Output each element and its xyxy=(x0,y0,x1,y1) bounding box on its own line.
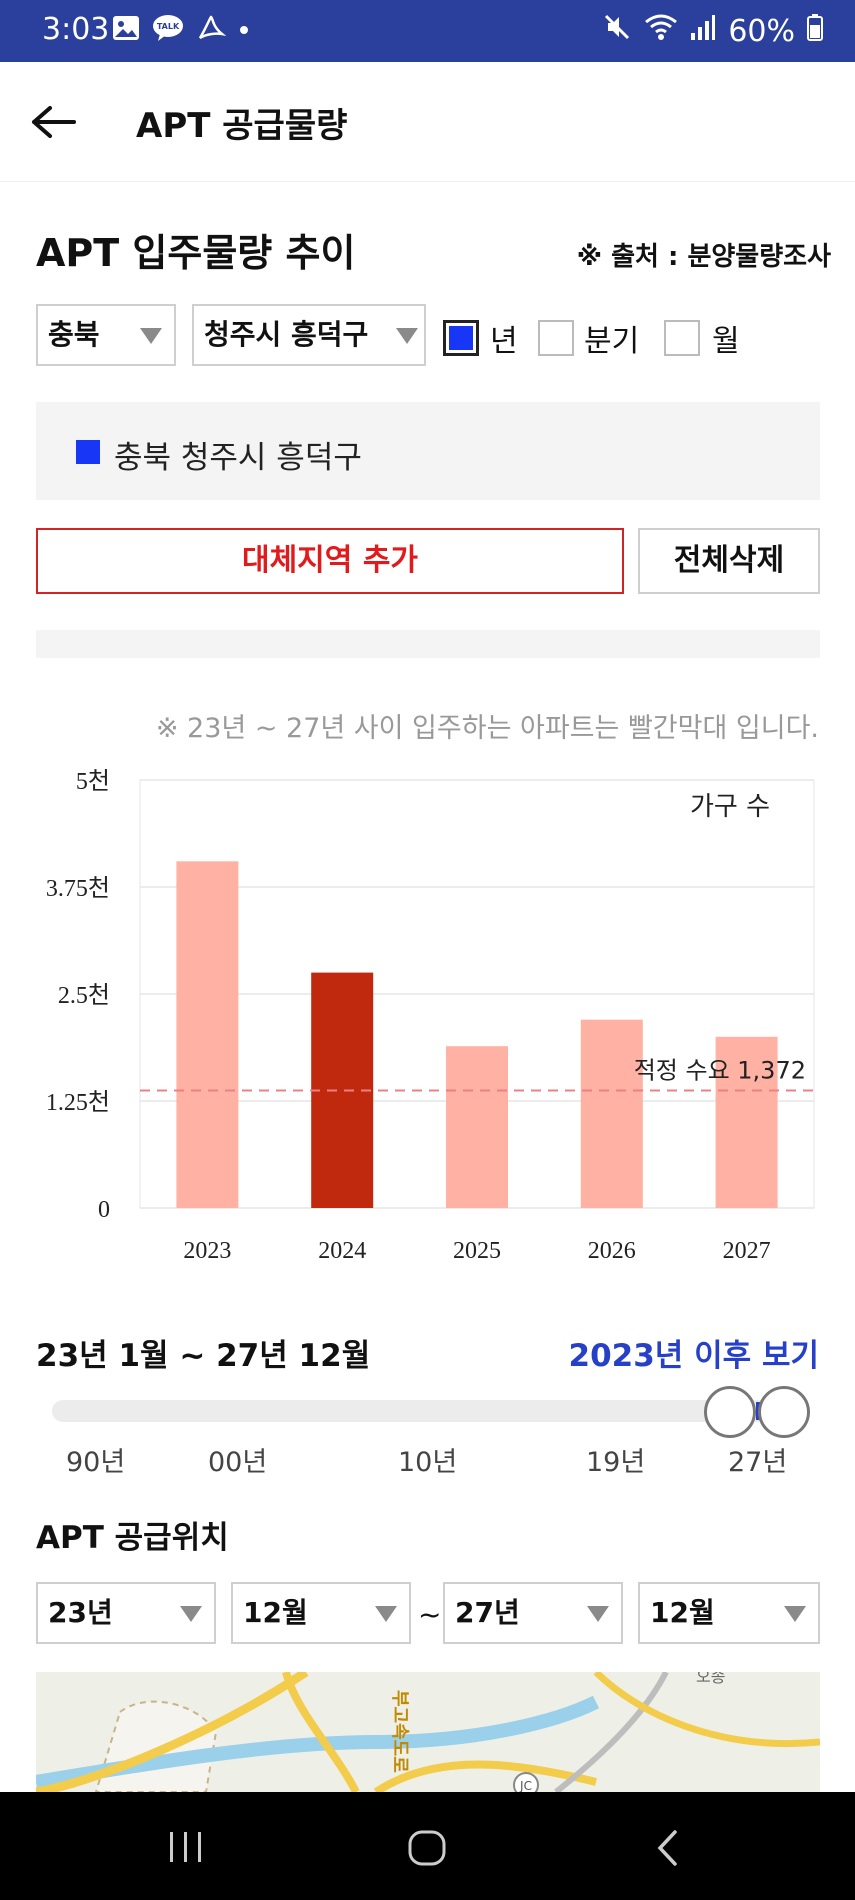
acrobat-icon xyxy=(196,14,227,46)
mute-icon xyxy=(602,12,632,50)
to-month-select[interactable]: 12월 xyxy=(638,1582,820,1644)
battery-percent: 60% xyxy=(728,13,795,49)
bar-2026[interactable] xyxy=(580,1019,643,1208)
add-alternative-region-button[interactable]: 대체지역 추가 xyxy=(36,528,624,594)
selected-region-box: 충북 청주시 흥덕구 xyxy=(36,402,820,500)
from-year-value: 23년 xyxy=(48,1596,113,1629)
battery-icon xyxy=(807,13,823,49)
region-select[interactable]: 충북 xyxy=(36,304,176,366)
slider-tick-label: 00년 xyxy=(208,1447,268,1478)
junction-icon xyxy=(513,1772,539,1792)
arrow-left-icon xyxy=(32,106,76,138)
view-after-2023-link[interactable]: 2023년 이후 보기 xyxy=(568,1338,819,1374)
bar-2025[interactable] xyxy=(446,1046,508,1208)
app-header: APT 공급물량 xyxy=(0,62,855,182)
series-label: 가구 수 xyxy=(690,792,770,822)
slider-start-handle[interactable] xyxy=(704,1386,756,1438)
page-title: APT 공급물량 xyxy=(136,106,348,146)
from-year-select[interactable]: 23년 xyxy=(36,1582,216,1644)
x-tick-label: 2025 xyxy=(453,1238,501,1264)
district-select-value: 청주시 흥덕구 xyxy=(204,318,369,351)
to-year-select[interactable]: 27년 xyxy=(443,1582,623,1644)
map-place-label: 오송 xyxy=(696,1672,725,1686)
bar-2027[interactable] xyxy=(715,1036,778,1208)
svg-text:TALK: TALK xyxy=(157,22,180,31)
notification-icons: TALK xyxy=(112,14,250,46)
recent-apps-icon[interactable] xyxy=(170,1832,201,1862)
section-title: APT 입주물량 추이 xyxy=(36,231,356,275)
slider-tick-label: 90년 xyxy=(66,1447,126,1478)
chevron-down-icon xyxy=(396,328,418,344)
chevron-down-icon xyxy=(784,1606,806,1622)
y-tick-label: 1.25천 xyxy=(46,1089,110,1116)
period-year-checkbox[interactable] xyxy=(443,320,479,356)
y-tick-label: 0 xyxy=(98,1197,110,1223)
gallery-icon xyxy=(112,15,140,45)
slider-end-handle[interactable] xyxy=(758,1386,810,1438)
slider-tick-label: 10년 xyxy=(398,1447,458,1478)
reference-line-label: 적정 수요 1,372 xyxy=(634,1057,806,1085)
y-tick-label: 3.75천 xyxy=(46,875,110,902)
signal-icon xyxy=(690,13,716,49)
bar-2023[interactable] xyxy=(176,861,239,1208)
period-month-checkbox[interactable] xyxy=(664,320,700,356)
dot-icon xyxy=(238,21,250,40)
period-year-label: 년 xyxy=(490,324,518,359)
to-month-value: 12월 xyxy=(650,1596,715,1629)
chevron-down-icon xyxy=(587,1606,609,1622)
back-button[interactable] xyxy=(30,100,80,144)
slider-tick-label: 19년 xyxy=(586,1447,646,1478)
android-nav-bar xyxy=(0,1792,855,1900)
status-bar: 3:03 TALK 60% xyxy=(0,0,855,62)
range-title: 23년 1월 ~ 27년 12월 xyxy=(36,1338,371,1374)
divider-band xyxy=(36,630,820,658)
y-tick-label: 5천 xyxy=(76,768,110,795)
supply-chart: 0 1.25천 2.5천 3.75천 5천 2023 2024 2025 2026 2027 적… xyxy=(0,760,855,1280)
source-note: ※ 출처 : 분양물량조사 xyxy=(576,242,831,272)
map-road-label: 부고속도로 xyxy=(389,1690,410,1773)
district-select[interactable]: 청주시 흥덕구 xyxy=(192,304,426,366)
chevron-down-icon xyxy=(180,1606,202,1622)
region-select-value: 충북 xyxy=(48,318,100,351)
range-separator: ~ xyxy=(418,1598,442,1631)
period-month-label: 월 xyxy=(712,324,740,359)
period-quarter-checkbox[interactable] xyxy=(538,320,574,356)
map-graphic: 부고속도로 JC 오송 xyxy=(36,1672,820,1792)
region-color-swatch xyxy=(76,440,100,464)
chart-note: ※ 23년 ~ 27년 사이 입주하는 아파트는 빨간막대 입니다. xyxy=(155,713,819,744)
from-month-select[interactable]: 12월 xyxy=(231,1582,411,1644)
system-status: 60% xyxy=(602,12,823,50)
x-tick-label: 2026 xyxy=(588,1238,636,1264)
to-year-value: 27년 xyxy=(455,1596,520,1629)
home-icon[interactable] xyxy=(408,1830,446,1866)
junction-label: JC xyxy=(519,1779,532,1792)
period-quarter-label: 분기 xyxy=(584,324,640,359)
slider-tick-label: 27년 xyxy=(728,1447,788,1478)
y-tick-label: 2.5천 xyxy=(58,982,110,1009)
kakaotalk-icon: TALK xyxy=(152,14,184,46)
x-tick-label: 2023 xyxy=(183,1238,231,1264)
location-title: APT 공급위치 xyxy=(36,1520,229,1556)
back-nav-icon[interactable] xyxy=(657,1830,677,1866)
chart-svg: 0 1.25천 2.5천 3.75천 5천 2023 2024 2025 2026 2027 적… xyxy=(46,768,815,1264)
wifi-icon xyxy=(644,13,678,49)
year-range-slider[interactable] xyxy=(52,1400,806,1422)
chevron-down-icon xyxy=(140,328,162,344)
delete-all-button[interactable]: 전체삭제 xyxy=(638,528,820,594)
x-tick-label: 2027 xyxy=(723,1238,771,1264)
x-tick-label: 2024 xyxy=(318,1238,366,1264)
selected-region-label: 충북 청주시 흥덕구 xyxy=(114,440,362,476)
supply-location-map[interactable]: 부고속도로 JC 오송 xyxy=(36,1672,820,1792)
chevron-down-icon xyxy=(375,1606,397,1622)
status-time: 3:03 xyxy=(42,12,110,47)
from-month-value: 12월 xyxy=(243,1596,308,1629)
